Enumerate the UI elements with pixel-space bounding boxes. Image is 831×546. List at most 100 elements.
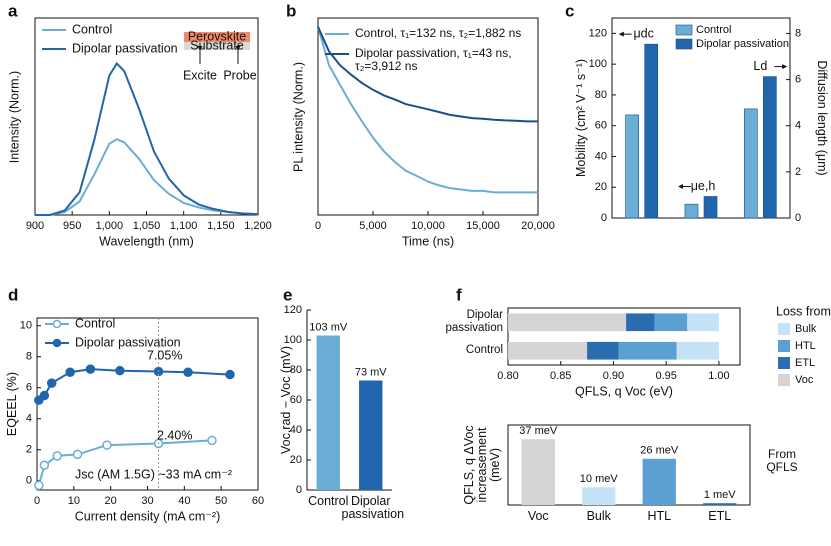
y-tick-label: 40 — [290, 424, 302, 436]
x-tick-label: 900 — [26, 220, 44, 232]
x-tick-label: 1,000 — [96, 220, 124, 232]
inset-substrate-layer — [184, 42, 250, 50]
y-tick-label: 0 — [296, 484, 302, 496]
data-point — [39, 390, 50, 401]
y2-tick-label: 0 — [795, 212, 801, 224]
y-tick-label: 4 — [26, 413, 32, 425]
y-tick-label: 20 — [290, 454, 302, 466]
panel-label: f — [456, 285, 462, 304]
bar-segment — [676, 341, 719, 360]
legend-swatch — [778, 357, 790, 369]
legend-label: Dipolar passivation — [75, 335, 181, 349]
bar — [763, 76, 777, 219]
x-tick-label: 60 — [252, 495, 264, 507]
x-tick-label: ETL — [708, 509, 732, 523]
legend-label: Dipolar passivation, τ₁=43 ns, τ₂=3,912 … — [355, 46, 512, 73]
bar-segment — [618, 341, 677, 360]
y-axis-label: Mobility (cm² V⁻¹ s⁻¹) — [573, 58, 588, 178]
annotation: Jsc (AM 1.5G) ~33 mA cm⁻² — [75, 467, 232, 481]
panel-label: d — [8, 285, 18, 304]
y-axis-label: QFLS, q ΔVoc increasement (meV) — [461, 425, 502, 505]
x-tick-label: 50 — [215, 495, 227, 507]
y-tick-label: 120 — [589, 27, 607, 39]
y-tick-label: 8 — [26, 351, 32, 363]
y-tick-label: 10 — [20, 320, 32, 332]
bar-segment — [508, 313, 627, 332]
x-tick-label: 30 — [141, 495, 153, 507]
x-tick-label: 5,000 — [359, 220, 387, 232]
x-tick-label: 20 — [105, 495, 117, 507]
bar — [642, 458, 676, 505]
annotation: Perovskite — [188, 29, 246, 43]
annotation: 7.05% — [147, 348, 182, 362]
y2-tick-label: 4 — [795, 120, 801, 132]
y2-tick-label: 6 — [795, 73, 801, 85]
x-tick-label: 1.00 — [708, 370, 729, 382]
legend-label: Control, τ₁=132 ns, τ₂=1,882 ns — [355, 26, 522, 40]
bar-segment — [654, 313, 688, 332]
x-tick-label: 0 — [315, 220, 321, 232]
x-tick-label: 1,050 — [133, 220, 161, 232]
axis-frame — [507, 424, 751, 506]
y2-axis-label: Diffusion length (μm) — [815, 60, 829, 176]
legend-swatch — [675, 24, 693, 36]
legend-swatch — [778, 374, 790, 386]
data-point — [72, 449, 83, 460]
y-axis-label: PL intensity (Norm.) — [290, 61, 305, 172]
x-axis-label: Time (ns) — [402, 234, 454, 248]
legend-label: Control — [72, 22, 112, 36]
category-annotation: μe,h — [691, 179, 716, 193]
legend-label: Voc — [795, 374, 814, 386]
y-axis-label: Voc,rad − Voc (mV) — [278, 345, 293, 455]
data-point — [183, 367, 193, 377]
value-label: 103 mV — [309, 321, 348, 333]
y-tick-label: 80 — [290, 364, 302, 376]
y-tick-label: 40 — [595, 150, 607, 162]
x-axis-label: Current density (mA cm⁻²) — [75, 509, 221, 523]
x-tick-label: 15,000 — [466, 220, 500, 232]
data-point — [85, 364, 96, 374]
legend-label: Dipolar passivation — [72, 41, 178, 55]
x-tick-label: 0.85 — [550, 370, 571, 382]
bar — [644, 43, 659, 219]
x-tick-label: 10,000 — [411, 220, 445, 232]
y-tick-label: 60 — [290, 394, 302, 406]
legend-swatch — [778, 323, 790, 335]
y-tick-label: 100 — [284, 334, 302, 346]
x-tick-label: 0.80 — [497, 370, 518, 382]
bar-segment — [508, 341, 588, 360]
bar — [521, 439, 555, 505]
data-point — [39, 460, 50, 470]
x-tick-label: 40 — [178, 495, 190, 507]
y-tick-label: 120 — [284, 304, 302, 316]
legend-label: Control — [696, 24, 731, 36]
legend-label: Dipolar passivation — [696, 38, 789, 50]
legend-label: ETL — [795, 357, 815, 369]
panel-label: e — [283, 285, 292, 304]
legend-marker — [52, 319, 62, 329]
bar-segment — [587, 341, 619, 360]
x-tick-label: 1,100 — [170, 220, 198, 232]
annotation: From QFLS — [766, 447, 798, 474]
data-point — [34, 480, 44, 491]
series-line — [317, 26, 538, 123]
x-tick-label: 20,000 — [521, 220, 555, 232]
data-point — [65, 367, 75, 377]
data-point — [115, 365, 125, 376]
series-line — [317, 26, 538, 194]
axis-frame — [611, 17, 791, 219]
x-tick-label: Bulk — [586, 509, 611, 523]
y-tick-label: 6 — [26, 382, 32, 394]
bar — [625, 114, 639, 219]
value-label: 1 meV — [704, 489, 736, 501]
legend-title: Loss from — [776, 304, 831, 318]
x-axis-label: QFLS, q Voc (eV) — [575, 384, 673, 398]
y-tick-label: 20 — [595, 181, 607, 193]
bar — [703, 503, 737, 505]
panel-label: b — [286, 1, 296, 20]
panel-label: a — [8, 1, 18, 20]
x-tick-label: Voc — [527, 509, 549, 523]
inset-perovskite-layer — [184, 32, 250, 42]
y-tick-label: Dipolar passivation — [445, 309, 503, 335]
value-label: 37 meV — [519, 425, 558, 437]
